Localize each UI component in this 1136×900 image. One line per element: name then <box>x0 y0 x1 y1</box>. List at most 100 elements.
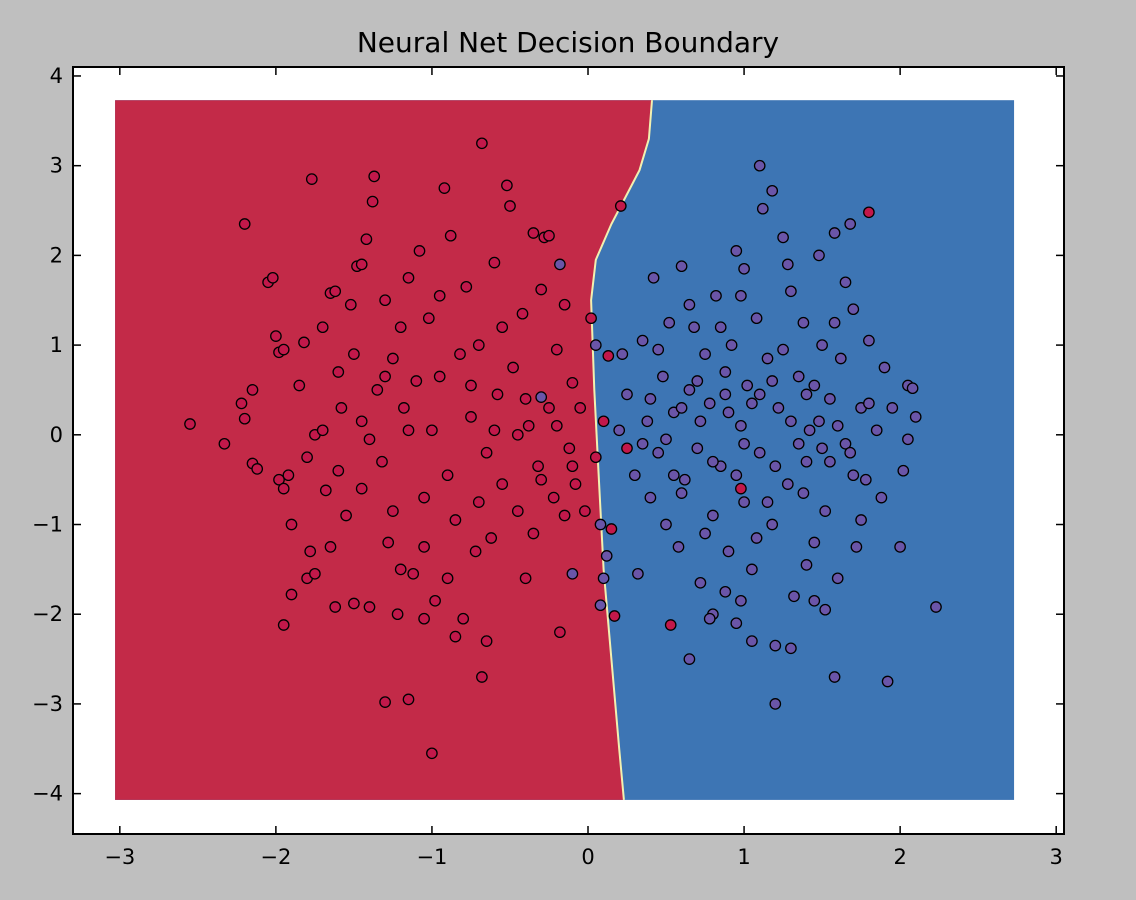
scatter-point-class-1 <box>785 415 797 428</box>
scatter-point-class-0 <box>522 419 535 432</box>
scatter-point-class-0 <box>535 283 548 296</box>
scatter-point-class-1 <box>792 370 805 383</box>
scatter-point-class-0 <box>444 229 457 242</box>
scatter-point-class-0 <box>398 402 410 414</box>
scatter-point-class-1 <box>834 352 847 365</box>
scatter-point-class-1 <box>839 276 852 289</box>
scatter-point-class-1 <box>863 334 875 347</box>
scatter-point-class-1 <box>753 159 766 172</box>
scatter-point-class-1 <box>703 612 716 625</box>
scatter-point-class-1 <box>828 227 841 239</box>
scatter-point-class-1 <box>803 424 816 437</box>
scatter-points-layer <box>184 137 942 760</box>
scatter-point-class-1 <box>730 469 743 482</box>
scatter-point-class-0 <box>574 402 587 414</box>
scatter-point-class-1 <box>875 491 888 504</box>
scatter-point-class-1 <box>636 437 649 450</box>
scatter-point-class-1 <box>667 469 680 482</box>
scatter-point-class-1 <box>894 541 906 553</box>
scatter-point-class-0 <box>433 289 446 302</box>
scatter-point-class-1 <box>824 455 836 468</box>
scatter-point-class-1 <box>600 550 613 562</box>
boundary-edge <box>590 100 653 800</box>
scatter-point-class-0 <box>329 601 342 613</box>
scatter-point-class-1 <box>844 446 857 459</box>
scatter-point-class-0 <box>527 527 540 540</box>
scatter-point-class-0 <box>485 532 498 544</box>
scatter-point-class-0 <box>355 258 368 271</box>
scatter-point-class-0 <box>266 271 279 284</box>
scatter-point-class-0 <box>429 594 441 607</box>
x-tick-label: −2 <box>260 845 291 869</box>
scatter-point-class-1 <box>831 419 844 432</box>
scatter-point-class-1 <box>746 635 758 647</box>
scatter-point-class-0 <box>488 424 501 437</box>
scatter-point-class-1 <box>777 231 789 244</box>
scatter-point-class-0 <box>387 505 399 517</box>
scatter-point-class-1 <box>831 572 844 585</box>
scatter-point-class-1 <box>675 487 688 499</box>
scatter-point-class-0 <box>382 536 395 549</box>
scatter-point-class-1 <box>769 698 782 710</box>
scatter-point-class-1 <box>788 590 800 603</box>
scatter-point-class-0 <box>355 482 368 495</box>
scatter-point-class-1 <box>863 397 875 410</box>
scatter-point-class-1 <box>741 379 754 392</box>
scatter-point-class-1 <box>897 464 910 477</box>
scatter-point-class-1 <box>816 442 828 455</box>
scatter-point-class-0 <box>558 509 571 522</box>
scatter-point-class-1 <box>683 384 696 396</box>
scatter-point-class-0 <box>348 348 360 360</box>
scatter-point-class-1 <box>652 343 665 356</box>
scatter-point-class-1 <box>722 545 735 558</box>
scatter-point-class-1 <box>886 402 899 414</box>
scatter-point-class-0 <box>554 626 566 639</box>
scatter-point-class-1 <box>714 321 727 334</box>
scatter-point-class-1 <box>808 379 821 392</box>
scatter-point-class-0 <box>863 206 875 219</box>
scatter-point-class-1 <box>683 298 696 311</box>
scatter-point-class-0 <box>441 572 454 585</box>
scatter-point-class-0 <box>608 610 621 622</box>
scatter-point-class-0 <box>277 343 290 356</box>
scatter-point-class-1 <box>781 258 794 271</box>
scatter-point-class-1 <box>566 567 579 580</box>
scatter-point-class-1 <box>800 388 813 401</box>
scatter-point-class-0 <box>441 469 454 482</box>
scatter-point-class-1 <box>902 433 914 446</box>
scatter-point-class-0 <box>511 505 524 517</box>
scatter-point-class-1 <box>766 184 779 197</box>
scatter-point-class-0 <box>394 321 407 334</box>
scatter-point-class-0 <box>410 375 423 387</box>
scatter-point-class-1 <box>589 339 602 351</box>
scatter-point-class-0 <box>480 635 493 647</box>
y-tick-label: −3 <box>32 692 63 716</box>
scatter-point-class-1 <box>694 415 707 428</box>
scatter-point-class-0 <box>426 424 438 437</box>
scatter-point-class-1 <box>738 437 750 450</box>
scatter-point-class-1 <box>844 218 857 230</box>
scatter-point-class-1 <box>881 675 894 688</box>
scatter-point-class-0 <box>602 350 615 362</box>
scatter-point-class-1 <box>797 316 810 329</box>
scatter-point-class-0 <box>532 460 544 473</box>
scatter-point-class-1 <box>699 527 711 540</box>
scatter-point-class-0 <box>285 588 298 601</box>
scatter-point-class-1 <box>707 455 719 468</box>
scatter-point-class-0 <box>316 424 329 437</box>
scatter-point-class-0 <box>547 491 560 504</box>
scatter-point-class-1 <box>870 424 883 437</box>
scatter-point-class-0 <box>438 182 451 194</box>
scatter-point-class-1 <box>756 202 769 215</box>
scatter-point-class-0 <box>332 464 345 477</box>
scatter-point-class-0 <box>476 671 488 683</box>
scatter-point-class-1 <box>660 433 672 446</box>
scatter-point-class-1 <box>652 446 665 459</box>
scatter-point-class-0 <box>621 442 633 455</box>
scatter-point-class-1 <box>785 642 797 655</box>
scatter-point-class-0 <box>376 455 388 468</box>
scatter-point-class-1 <box>710 289 722 302</box>
scatter-point-class-0 <box>402 271 415 284</box>
scatter-point-class-1 <box>808 536 821 549</box>
scatter-point-class-0 <box>543 402 555 414</box>
